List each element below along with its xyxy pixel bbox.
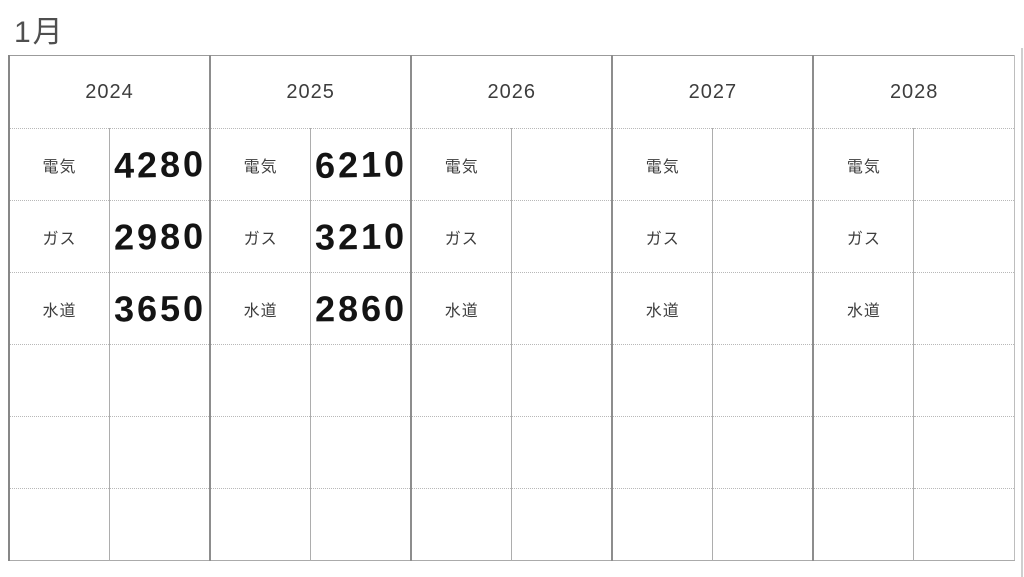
empty-cell[interactable] (712, 488, 815, 561)
table-row-empty (9, 488, 1015, 561)
row-label-electricity: 電気 (813, 128, 915, 201)
year-header-2025: 2025 (210, 55, 413, 129)
year-header-2024: 2024 (9, 55, 212, 129)
empty-cell[interactable] (712, 344, 815, 417)
right-edge-line (1021, 48, 1023, 577)
handwritten-value: 2980 (113, 214, 206, 258)
handwritten-value: 4280 (113, 142, 207, 186)
handwritten-value: 6210 (314, 142, 408, 186)
empty-cell[interactable] (310, 416, 413, 489)
value-cell-2025-water[interactable]: 2860 (310, 272, 413, 345)
year-header-row: 2024 2025 2026 2027 2028 (9, 55, 1015, 129)
table-row-empty (9, 416, 1015, 489)
table-row-electricity: 電気 4280 電気 6210 電気 電気 電気 (9, 128, 1015, 201)
value-cell-2024-water[interactable]: 3650 (109, 272, 212, 345)
empty-cell[interactable] (813, 344, 915, 417)
empty-cell[interactable] (511, 344, 614, 417)
row-label-water: 水道 (210, 272, 312, 345)
row-label-electricity: 電気 (210, 128, 312, 201)
page-title: 1月 (14, 16, 65, 49)
year-header-2027: 2027 (612, 55, 815, 129)
empty-cell[interactable] (109, 344, 212, 417)
empty-cell[interactable] (109, 488, 212, 561)
year-header-2026: 2026 (411, 55, 614, 129)
empty-cell[interactable] (813, 416, 915, 489)
empty-cell[interactable] (813, 488, 915, 561)
row-label-gas: ガス (612, 200, 714, 273)
empty-cell[interactable] (411, 344, 513, 417)
row-label-electricity: 電気 (9, 128, 111, 201)
empty-cell[interactable] (913, 344, 1015, 417)
value-cell-2028-electricity[interactable] (913, 128, 1015, 201)
empty-cell[interactable] (511, 488, 614, 561)
table-row-gas: ガス 2980 ガス 3210 ガス ガス ガス (9, 200, 1015, 273)
row-label-water: 水道 (612, 272, 714, 345)
value-cell-2027-gas[interactable] (712, 200, 815, 273)
handwritten-value: 3650 (113, 287, 206, 329)
empty-cell[interactable] (310, 344, 413, 417)
empty-cell[interactable] (210, 416, 312, 489)
handwritten-value: 3210 (314, 214, 407, 258)
value-cell-2026-electricity[interactable] (511, 128, 614, 201)
row-label-electricity: 電気 (411, 128, 513, 201)
empty-cell[interactable] (9, 344, 111, 417)
empty-cell[interactable] (913, 416, 1015, 489)
row-label-gas: ガス (9, 200, 111, 273)
year-header-2028: 2028 (889, 80, 939, 103)
empty-cell[interactable] (612, 344, 714, 417)
value-cell-2028-water[interactable] (913, 272, 1015, 345)
row-label-gas: ガス (813, 200, 915, 273)
value-cell-2027-electricity[interactable] (712, 128, 815, 201)
value-cell-2025-gas[interactable]: 3210 (310, 200, 413, 273)
empty-cell[interactable] (109, 416, 212, 489)
value-cell-2026-water[interactable] (511, 272, 614, 345)
row-label-electricity: 電気 (612, 128, 714, 201)
utilities-table: 2024 2025 2026 2027 2028 電気 4280 電気 6210… (8, 55, 1015, 561)
handwritten-value: 2860 (314, 287, 407, 329)
value-cell-2024-gas[interactable]: 2980 (109, 200, 212, 273)
row-label-water: 水道 (411, 272, 513, 345)
value-cell-2024-electricity[interactable]: 4280 (109, 128, 212, 201)
value-cell-2025-electricity[interactable]: 6210 (310, 128, 413, 201)
empty-cell[interactable] (612, 416, 714, 489)
row-label-water: 水道 (813, 272, 915, 345)
empty-cell[interactable] (411, 416, 513, 489)
table-row-water: 水道 3650 水道 2860 水道 水道 水道 (9, 272, 1015, 345)
row-label-water: 水道 (9, 272, 111, 345)
empty-cell[interactable] (9, 488, 111, 561)
empty-cell[interactable] (210, 488, 312, 561)
empty-cell[interactable] (612, 488, 714, 561)
table-row-empty (9, 344, 1015, 417)
row-label-gas: ガス (210, 200, 312, 273)
empty-cell[interactable] (913, 488, 1015, 561)
empty-cell[interactable] (9, 416, 111, 489)
empty-cell[interactable] (310, 488, 413, 561)
value-cell-2026-gas[interactable] (511, 200, 614, 273)
row-label-gas: ガス (411, 200, 513, 273)
value-cell-2027-water[interactable] (712, 272, 815, 345)
empty-cell[interactable] (210, 344, 312, 417)
empty-cell[interactable] (411, 488, 513, 561)
empty-cell[interactable] (511, 416, 614, 489)
value-cell-2028-gas[interactable] (913, 200, 1015, 273)
empty-cell[interactable] (712, 416, 815, 489)
